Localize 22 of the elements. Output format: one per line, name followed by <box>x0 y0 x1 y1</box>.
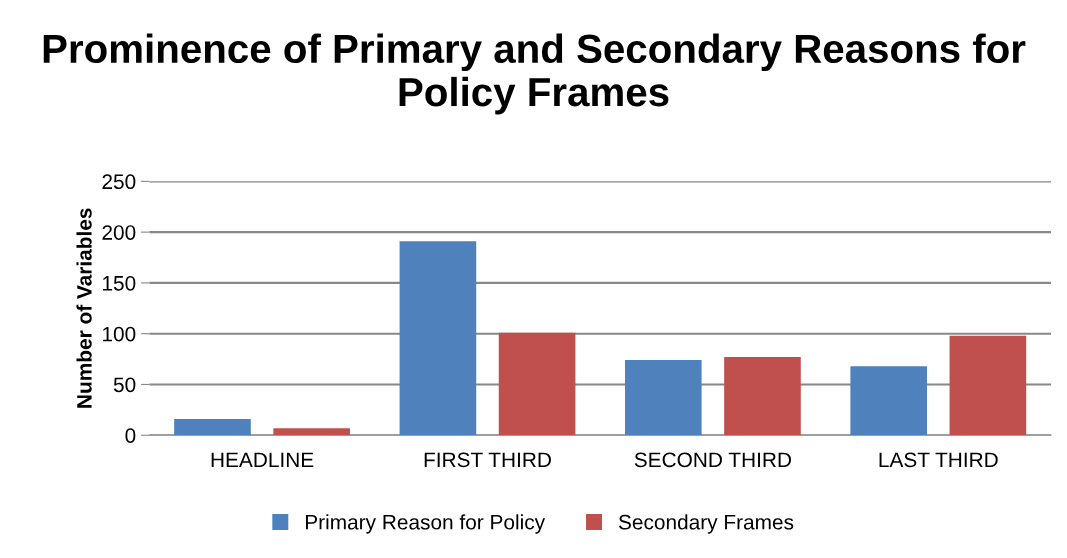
y-tick-label: 50 <box>113 377 136 393</box>
y-tick-label: 100 <box>103 326 136 342</box>
bar <box>273 428 350 436</box>
y-tick-label: 200 <box>102 225 136 240</box>
y-tick-label: 250 <box>102 174 136 190</box>
x-tick-label: HEADLINE <box>211 452 314 467</box>
y-tick-label: 0 <box>125 428 136 443</box>
bar <box>850 366 928 436</box>
y-axis-title: Number of Variables <box>76 208 92 408</box>
bar <box>949 335 1027 436</box>
legend-label: Secondary Frames <box>618 514 794 534</box>
y-tick-label: 150 <box>103 275 136 291</box>
bar <box>498 332 576 436</box>
bar <box>399 241 477 436</box>
x-tick-label: LAST THIRD <box>879 452 998 468</box>
x-tick-label: SECOND THIRD <box>634 452 791 468</box>
chart-title: Prominence of Primary and Secondary Reasons for Policy Frames <box>43 33 1026 115</box>
x-tick-label: FIRST THIRD <box>424 452 551 468</box>
bar <box>174 418 251 436</box>
bar <box>724 357 801 436</box>
legend-label: Primary Reason for Policy <box>305 514 546 534</box>
bar <box>624 360 702 436</box>
